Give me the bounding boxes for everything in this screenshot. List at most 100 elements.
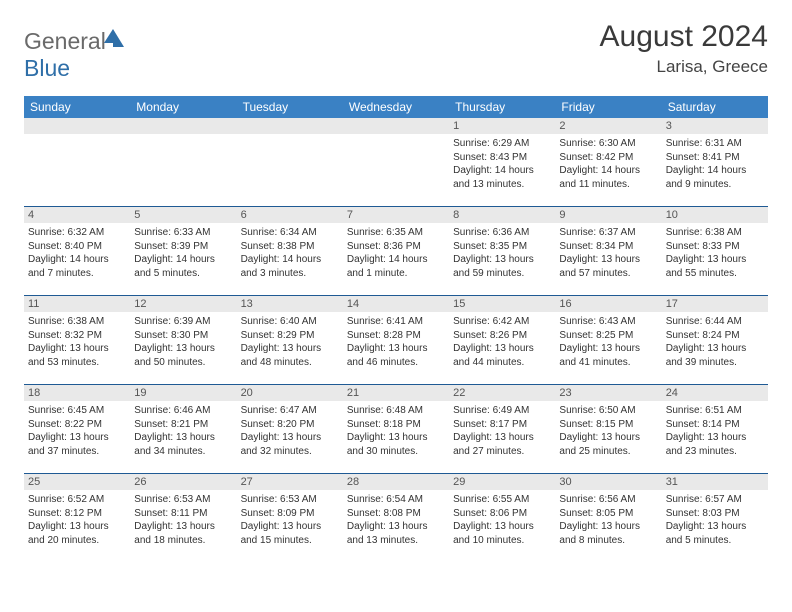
day-number: 5 [130, 207, 236, 223]
day-number [130, 118, 236, 134]
logo-text: GeneralBlue [24, 28, 124, 82]
calendar-day: 12Sunrise: 6:39 AMSunset: 8:30 PMDayligh… [130, 296, 236, 384]
daylight-line: Daylight: 13 hours and 55 minutes. [666, 253, 764, 280]
daylight-line: Daylight: 13 hours and 37 minutes. [28, 431, 126, 458]
daylight-line: Daylight: 13 hours and 59 minutes. [453, 253, 551, 280]
calendar-day: 28Sunrise: 6:54 AMSunset: 8:08 PMDayligh… [343, 474, 449, 562]
sunrise-line: Sunrise: 6:33 AM [134, 226, 232, 240]
day-number: 12 [130, 296, 236, 312]
daylight-line: Daylight: 13 hours and 10 minutes. [453, 520, 551, 547]
daylight-line: Daylight: 13 hours and 39 minutes. [666, 342, 764, 369]
sunset-line: Sunset: 8:33 PM [666, 240, 764, 254]
sunrise-line: Sunrise: 6:52 AM [28, 493, 126, 507]
day-content: Sunrise: 6:56 AMSunset: 8:05 PMDaylight:… [555, 490, 661, 551]
calendar-day: 24Sunrise: 6:51 AMSunset: 8:14 PMDayligh… [662, 385, 768, 473]
sunset-line: Sunset: 8:17 PM [453, 418, 551, 432]
sunrise-line: Sunrise: 6:53 AM [134, 493, 232, 507]
daylight-line: Daylight: 14 hours and 11 minutes. [559, 164, 657, 191]
calendar-day: 11Sunrise: 6:38 AMSunset: 8:32 PMDayligh… [24, 296, 130, 384]
day-content: Sunrise: 6:41 AMSunset: 8:28 PMDaylight:… [343, 312, 449, 373]
sunset-line: Sunset: 8:26 PM [453, 329, 551, 343]
calendar-day: 17Sunrise: 6:44 AMSunset: 8:24 PMDayligh… [662, 296, 768, 384]
day-number: 4 [24, 207, 130, 223]
day-content: Sunrise: 6:53 AMSunset: 8:09 PMDaylight:… [237, 490, 343, 551]
day-number [237, 118, 343, 134]
sunrise-line: Sunrise: 6:37 AM [559, 226, 657, 240]
day-content: Sunrise: 6:51 AMSunset: 8:14 PMDaylight:… [662, 401, 768, 462]
day-content: Sunrise: 6:55 AMSunset: 8:06 PMDaylight:… [449, 490, 555, 551]
day-content: Sunrise: 6:53 AMSunset: 8:11 PMDaylight:… [130, 490, 236, 551]
daylight-line: Daylight: 13 hours and 8 minutes. [559, 520, 657, 547]
sunrise-line: Sunrise: 6:38 AM [28, 315, 126, 329]
sunset-line: Sunset: 8:09 PM [241, 507, 339, 521]
sunset-line: Sunset: 8:22 PM [28, 418, 126, 432]
sunset-line: Sunset: 8:43 PM [453, 151, 551, 165]
day-number: 26 [130, 474, 236, 490]
day-content: Sunrise: 6:31 AMSunset: 8:41 PMDaylight:… [662, 134, 768, 195]
day-number: 6 [237, 207, 343, 223]
day-number: 25 [24, 474, 130, 490]
daylight-line: Daylight: 14 hours and 7 minutes. [28, 253, 126, 280]
calendar-day: 29Sunrise: 6:55 AMSunset: 8:06 PMDayligh… [449, 474, 555, 562]
calendar-day: 7Sunrise: 6:35 AMSunset: 8:36 PMDaylight… [343, 207, 449, 295]
day-header: Sunday [24, 96, 130, 118]
day-number: 8 [449, 207, 555, 223]
month-title: August 2024 [600, 20, 768, 54]
daylight-line: Daylight: 14 hours and 13 minutes. [453, 164, 551, 191]
sunset-line: Sunset: 8:34 PM [559, 240, 657, 254]
page-header: GeneralBlue August 2024 Larisa, Greece [24, 20, 768, 82]
sunset-line: Sunset: 8:24 PM [666, 329, 764, 343]
day-content: Sunrise: 6:48 AMSunset: 8:18 PMDaylight:… [343, 401, 449, 462]
daylight-line: Daylight: 14 hours and 5 minutes. [134, 253, 232, 280]
day-content: Sunrise: 6:57 AMSunset: 8:03 PMDaylight:… [662, 490, 768, 551]
sunrise-line: Sunrise: 6:47 AM [241, 404, 339, 418]
calendar-day: 19Sunrise: 6:46 AMSunset: 8:21 PMDayligh… [130, 385, 236, 473]
day-number: 24 [662, 385, 768, 401]
calendar-week: 1Sunrise: 6:29 AMSunset: 8:43 PMDaylight… [24, 118, 768, 206]
sunrise-line: Sunrise: 6:31 AM [666, 137, 764, 151]
sunset-line: Sunset: 8:25 PM [559, 329, 657, 343]
daylight-line: Daylight: 13 hours and 25 minutes. [559, 431, 657, 458]
calendar-day: 1Sunrise: 6:29 AMSunset: 8:43 PMDaylight… [449, 118, 555, 206]
day-content: Sunrise: 6:45 AMSunset: 8:22 PMDaylight:… [24, 401, 130, 462]
daylight-line: Daylight: 13 hours and 57 minutes. [559, 253, 657, 280]
day-number: 20 [237, 385, 343, 401]
sunrise-line: Sunrise: 6:54 AM [347, 493, 445, 507]
day-number: 15 [449, 296, 555, 312]
day-content: Sunrise: 6:38 AMSunset: 8:32 PMDaylight:… [24, 312, 130, 373]
calendar-week: 25Sunrise: 6:52 AMSunset: 8:12 PMDayligh… [24, 473, 768, 562]
calendar-day: 23Sunrise: 6:50 AMSunset: 8:15 PMDayligh… [555, 385, 661, 473]
sunset-line: Sunset: 8:03 PM [666, 507, 764, 521]
sunrise-line: Sunrise: 6:36 AM [453, 226, 551, 240]
day-number: 7 [343, 207, 449, 223]
day-content: Sunrise: 6:32 AMSunset: 8:40 PMDaylight:… [24, 223, 130, 284]
daylight-line: Daylight: 14 hours and 9 minutes. [666, 164, 764, 191]
calendar-weeks: 1Sunrise: 6:29 AMSunset: 8:43 PMDaylight… [24, 118, 768, 562]
sunset-line: Sunset: 8:30 PM [134, 329, 232, 343]
day-content: Sunrise: 6:54 AMSunset: 8:08 PMDaylight:… [343, 490, 449, 551]
sunset-line: Sunset: 8:21 PM [134, 418, 232, 432]
day-content: Sunrise: 6:44 AMSunset: 8:24 PMDaylight:… [662, 312, 768, 373]
sunrise-line: Sunrise: 6:45 AM [28, 404, 126, 418]
calendar-day: 10Sunrise: 6:38 AMSunset: 8:33 PMDayligh… [662, 207, 768, 295]
day-content: Sunrise: 6:50 AMSunset: 8:15 PMDaylight:… [555, 401, 661, 462]
daylight-line: Daylight: 13 hours and 34 minutes. [134, 431, 232, 458]
day-number: 23 [555, 385, 661, 401]
day-content: Sunrise: 6:30 AMSunset: 8:42 PMDaylight:… [555, 134, 661, 195]
calendar-page: GeneralBlue August 2024 Larisa, Greece S… [0, 0, 792, 572]
daylight-line: Daylight: 13 hours and 15 minutes. [241, 520, 339, 547]
day-content [343, 134, 449, 141]
day-header: Monday [130, 96, 236, 118]
daylight-line: Daylight: 13 hours and 50 minutes. [134, 342, 232, 369]
sunrise-line: Sunrise: 6:30 AM [559, 137, 657, 151]
calendar-day: 3Sunrise: 6:31 AMSunset: 8:41 PMDaylight… [662, 118, 768, 206]
day-content: Sunrise: 6:40 AMSunset: 8:29 PMDaylight:… [237, 312, 343, 373]
calendar-day [24, 118, 130, 206]
day-number: 28 [343, 474, 449, 490]
day-number: 3 [662, 118, 768, 134]
day-number [343, 118, 449, 134]
sunrise-line: Sunrise: 6:29 AM [453, 137, 551, 151]
day-content [237, 134, 343, 141]
calendar-week: 18Sunrise: 6:45 AMSunset: 8:22 PMDayligh… [24, 384, 768, 473]
daylight-line: Daylight: 13 hours and 27 minutes. [453, 431, 551, 458]
